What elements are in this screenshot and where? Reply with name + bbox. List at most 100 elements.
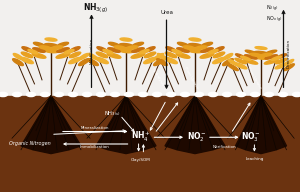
- Text: Leaching: Leaching: [245, 157, 264, 161]
- Polygon shape: [96, 96, 156, 154]
- Ellipse shape: [39, 46, 51, 49]
- Ellipse shape: [265, 55, 278, 59]
- Ellipse shape: [254, 56, 268, 59]
- Polygon shape: [236, 96, 286, 154]
- Bar: [0, 0, 300, 96]
- Ellipse shape: [165, 57, 177, 64]
- Ellipse shape: [176, 53, 190, 58]
- Ellipse shape: [107, 53, 121, 58]
- Ellipse shape: [21, 57, 33, 64]
- Text: Denitrification: Denitrification: [286, 39, 291, 68]
- Ellipse shape: [88, 54, 98, 60]
- Ellipse shape: [96, 57, 108, 64]
- Ellipse shape: [44, 44, 58, 47]
- Ellipse shape: [152, 92, 161, 97]
- Text: Volatilization: Volatilization: [90, 38, 94, 64]
- Ellipse shape: [214, 47, 224, 52]
- Ellipse shape: [194, 92, 203, 97]
- Ellipse shape: [103, 50, 113, 54]
- Ellipse shape: [208, 50, 218, 54]
- Ellipse shape: [271, 56, 281, 60]
- Text: NO$_3^-$: NO$_3^-$: [242, 131, 261, 144]
- Ellipse shape: [44, 49, 59, 53]
- Ellipse shape: [167, 92, 176, 97]
- Ellipse shape: [250, 53, 262, 56]
- Ellipse shape: [213, 57, 225, 64]
- Ellipse shape: [133, 42, 143, 46]
- Ellipse shape: [245, 50, 256, 54]
- Ellipse shape: [32, 53, 46, 58]
- Ellipse shape: [124, 92, 134, 97]
- Polygon shape: [165, 96, 225, 154]
- Ellipse shape: [0, 92, 8, 97]
- Ellipse shape: [132, 48, 144, 52]
- Ellipse shape: [183, 46, 195, 49]
- Ellipse shape: [96, 52, 108, 58]
- Ellipse shape: [56, 53, 70, 58]
- Ellipse shape: [178, 42, 188, 46]
- Text: Hydrolysis: Hydrolysis: [151, 67, 164, 87]
- Bar: [0, 96, 300, 192]
- Ellipse shape: [145, 47, 155, 52]
- Ellipse shape: [45, 38, 57, 41]
- Text: N$_{2\,(g)}$: N$_{2\,(g)}$: [266, 3, 278, 14]
- Ellipse shape: [34, 42, 44, 46]
- Ellipse shape: [172, 50, 182, 54]
- Ellipse shape: [22, 47, 32, 52]
- Ellipse shape: [154, 59, 164, 65]
- Ellipse shape: [144, 52, 156, 58]
- Ellipse shape: [235, 58, 246, 64]
- Ellipse shape: [118, 49, 134, 53]
- Ellipse shape: [188, 49, 202, 53]
- Ellipse shape: [69, 52, 81, 58]
- Ellipse shape: [58, 42, 68, 46]
- Ellipse shape: [79, 59, 89, 65]
- Ellipse shape: [68, 92, 77, 97]
- Ellipse shape: [201, 48, 213, 52]
- Ellipse shape: [195, 46, 207, 49]
- Ellipse shape: [250, 92, 260, 97]
- Ellipse shape: [276, 54, 286, 59]
- Polygon shape: [21, 96, 81, 154]
- Ellipse shape: [26, 92, 35, 97]
- Ellipse shape: [223, 59, 233, 65]
- Ellipse shape: [108, 48, 120, 52]
- Ellipse shape: [126, 46, 138, 49]
- Ellipse shape: [265, 92, 274, 97]
- Ellipse shape: [236, 54, 246, 59]
- Ellipse shape: [131, 53, 145, 58]
- Ellipse shape: [97, 47, 107, 52]
- Ellipse shape: [254, 51, 268, 54]
- Ellipse shape: [276, 58, 287, 64]
- Ellipse shape: [64, 50, 74, 54]
- Ellipse shape: [157, 59, 167, 65]
- Ellipse shape: [55, 92, 64, 97]
- Ellipse shape: [139, 92, 148, 97]
- Ellipse shape: [88, 59, 98, 65]
- Text: Organic Nitrogen: Organic Nitrogen: [9, 141, 51, 146]
- Ellipse shape: [13, 92, 22, 97]
- Ellipse shape: [177, 48, 189, 52]
- Ellipse shape: [157, 54, 167, 60]
- Ellipse shape: [114, 46, 126, 49]
- Ellipse shape: [82, 92, 91, 97]
- Ellipse shape: [241, 56, 251, 60]
- Ellipse shape: [260, 53, 272, 56]
- Ellipse shape: [166, 47, 176, 52]
- Text: NO$_{x\,(g)}$: NO$_{x\,(g)}$: [266, 15, 282, 25]
- Text: Mineralization: Mineralization: [80, 126, 109, 130]
- Ellipse shape: [57, 48, 69, 52]
- Text: Clay/SOM: Clay/SOM: [130, 158, 150, 162]
- Ellipse shape: [139, 50, 149, 54]
- Ellipse shape: [97, 92, 106, 97]
- Ellipse shape: [69, 57, 81, 64]
- Ellipse shape: [292, 92, 300, 97]
- Text: NH$_{3(g)}$: NH$_{3(g)}$: [83, 2, 109, 15]
- Ellipse shape: [188, 44, 202, 47]
- Text: NO$_2^-$: NO$_2^-$: [187, 131, 206, 144]
- Ellipse shape: [284, 60, 294, 65]
- Ellipse shape: [28, 50, 38, 54]
- Ellipse shape: [144, 57, 156, 64]
- Ellipse shape: [40, 92, 50, 97]
- Ellipse shape: [189, 38, 201, 41]
